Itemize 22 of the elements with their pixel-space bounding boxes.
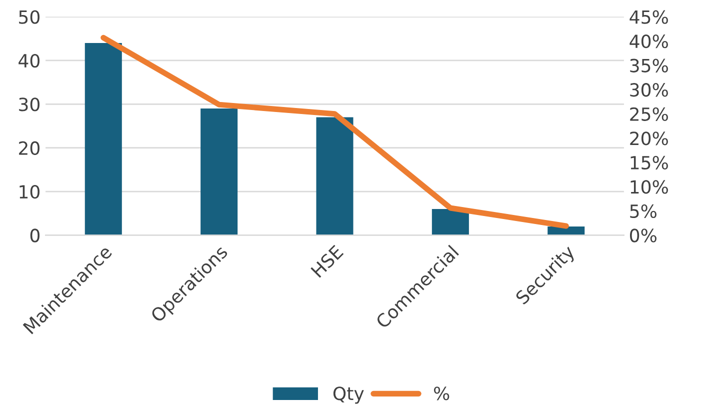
y2-tick-label: 40% [630, 34, 668, 48]
y2-tick-label: 45% [630, 10, 668, 24]
legend-label: % [434, 386, 450, 400]
y-tick-label: 0 [30, 228, 40, 242]
bar [200, 108, 238, 236]
y2-tick-label: 30% [630, 83, 668, 97]
legend-label: Qty [333, 386, 364, 404]
y-tick-label: 40 [18, 54, 40, 68]
y2-tick-label: 35% [630, 58, 668, 72]
y-tick-label: 10 [20, 184, 40, 199]
y2-tick-label: 5% [630, 204, 656, 218]
y-tick-label: 20 [19, 141, 40, 155]
y-tick-label: 50 [19, 10, 40, 24]
bar [84, 43, 122, 236]
bar [432, 208, 469, 236]
y2-tick-label: 15% [630, 156, 668, 170]
y2-tick-label: 0% [630, 228, 656, 242]
y2-tick-label: 25% [630, 107, 668, 121]
bar [316, 117, 354, 236]
y-tick-label: 30 [19, 98, 40, 112]
y2-tick-label: 10% [630, 180, 668, 194]
y2-tick-label: 20% [630, 132, 668, 146]
